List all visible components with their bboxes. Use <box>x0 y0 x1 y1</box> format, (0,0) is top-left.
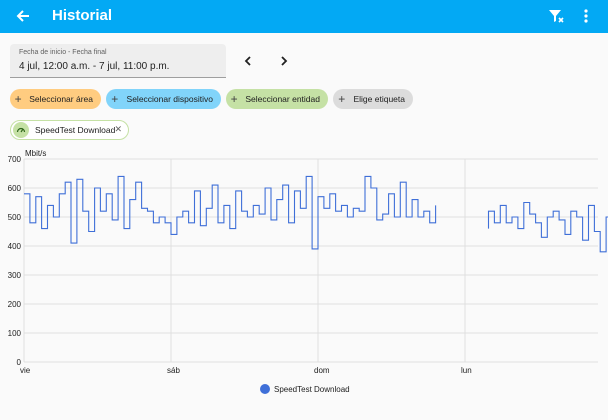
y-tick-label: 500 <box>8 213 22 222</box>
y-tick-label: 200 <box>8 300 22 309</box>
y-tick-label: 0 <box>17 358 22 367</box>
dots-vertical-icon <box>584 9 588 23</box>
chart-legend[interactable]: SpeedTest Download <box>260 384 350 394</box>
selected-entity-chip[interactable]: SpeedTest Download ✕ <box>10 120 129 140</box>
y-tick-label: 700 <box>8 155 22 164</box>
next-period-button[interactable] <box>276 53 292 69</box>
arrow-left-icon <box>16 10 29 22</box>
series-line <box>24 175 437 250</box>
select-entity-label: Seleccionar entidad <box>245 94 320 104</box>
y-axis-label: Mbit/s <box>25 149 46 158</box>
legend-label: SpeedTest Download <box>274 384 350 394</box>
plus-icon: + <box>14 92 22 106</box>
select-area-label: Seleccionar área <box>29 94 93 104</box>
legend-color-dot <box>260 384 270 394</box>
select-entity-chip[interactable]: + Seleccionar entidad <box>226 89 328 109</box>
clear-filter-button[interactable] <box>547 7 565 25</box>
plus-icon: + <box>111 92 119 106</box>
speedometer-icon <box>13 122 29 138</box>
x-tick-label: vie <box>20 366 31 375</box>
date-range-label: Fecha de inicio - Fecha final <box>19 49 107 56</box>
chevron-right-icon <box>281 56 288 66</box>
y-tick-label: 400 <box>8 242 22 251</box>
chevron-left-icon <box>244 56 251 66</box>
date-range-value: 4 jul, 12:00 a.m. - 7 jul, 11:00 p.m. <box>19 61 170 72</box>
select-label-label: Elige etiqueta <box>353 94 405 104</box>
select-device-chip[interactable]: + Seleccionar dispositivo <box>106 89 221 109</box>
selected-entity-label: SpeedTest Download <box>35 125 116 135</box>
select-label-chip[interactable]: + Elige etiqueta <box>333 89 413 109</box>
more-menu-button[interactable] <box>581 7 591 25</box>
previous-period-button[interactable] <box>240 53 256 69</box>
y-tick-label: 600 <box>8 184 22 193</box>
plus-icon: + <box>338 92 346 106</box>
page-title: Historial <box>52 7 113 24</box>
remove-entity-button[interactable]: ✕ <box>114 124 122 134</box>
series-line <box>487 201 608 253</box>
x-tick-label: sáb <box>167 366 180 375</box>
filter-remove-icon <box>549 10 564 23</box>
y-tick-label: 300 <box>8 271 22 280</box>
plus-icon: + <box>230 92 238 106</box>
select-area-chip[interactable]: + Seleccionar área <box>10 89 101 109</box>
back-button[interactable] <box>12 5 34 27</box>
top-app-bar: Historial <box>0 0 608 33</box>
x-tick-label: lun <box>461 366 472 375</box>
date-range-picker[interactable]: Fecha de inicio - Fecha final 4 jul, 12:… <box>10 44 226 78</box>
history-chart: 0 100 200 300 400 500 600 700 vie sáb dom lun Mbit/s <box>8 149 608 375</box>
y-tick-label: 100 <box>8 329 22 338</box>
x-tick-label: dom <box>314 366 330 375</box>
select-device-label: Seleccionar dispositivo <box>126 94 213 104</box>
